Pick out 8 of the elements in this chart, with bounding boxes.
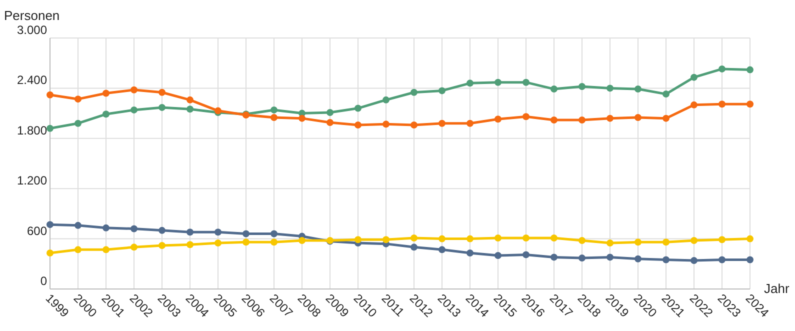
y-axis-title: Personen bbox=[4, 8, 60, 23]
y-tick-label: 3.000 bbox=[16, 23, 48, 37]
x-axis-title: Jahr bbox=[764, 281, 790, 296]
y-tick-label: 0 bbox=[40, 274, 48, 288]
y-tick-label: 1.200 bbox=[16, 174, 48, 188]
y-tick-label: 1.800 bbox=[16, 123, 48, 138]
y-tick-label: 600 bbox=[26, 224, 48, 238]
y-tick-label: 2.400 bbox=[16, 73, 48, 88]
